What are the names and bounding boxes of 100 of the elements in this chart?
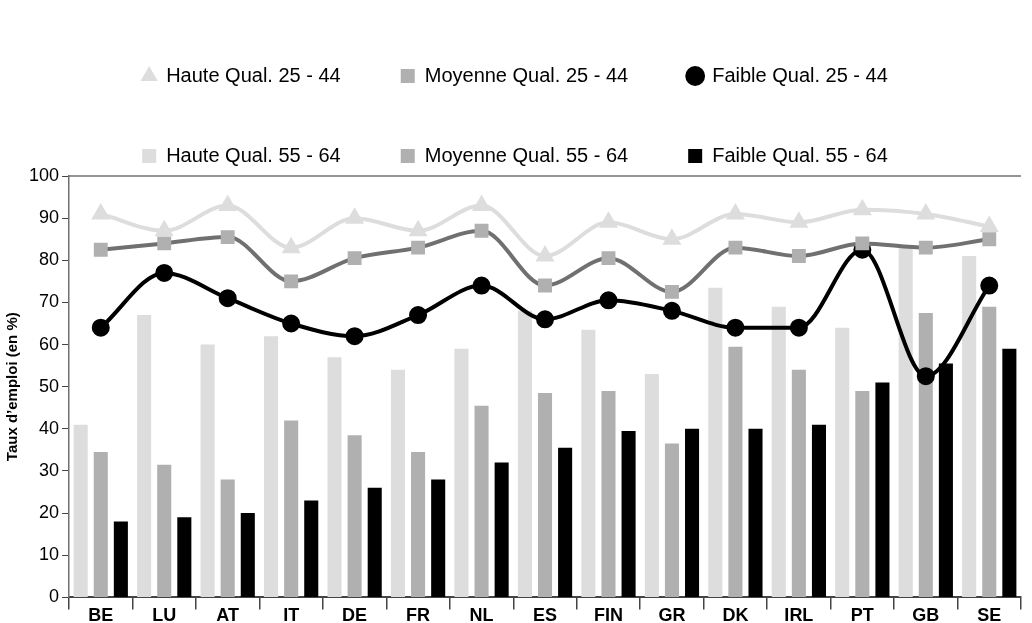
x-tick-label: ES bbox=[533, 605, 558, 623]
point bbox=[218, 289, 237, 308]
bar bbox=[157, 464, 172, 597]
bar bbox=[431, 479, 446, 597]
point bbox=[409, 306, 428, 325]
point bbox=[92, 204, 109, 220]
bar bbox=[73, 424, 88, 597]
bar bbox=[1002, 348, 1017, 597]
point bbox=[789, 318, 808, 337]
bar bbox=[771, 306, 786, 597]
bar bbox=[411, 452, 426, 597]
bar bbox=[601, 390, 616, 597]
bar bbox=[390, 369, 406, 597]
y-tick-label: 20 bbox=[39, 502, 60, 523]
x-tick-label: FIN bbox=[593, 605, 623, 623]
point bbox=[282, 314, 301, 333]
y-tick-label: 70 bbox=[39, 291, 60, 312]
bar bbox=[113, 521, 128, 597]
bar bbox=[558, 447, 573, 597]
bar bbox=[517, 310, 532, 597]
y-tick-label: 50 bbox=[39, 375, 60, 396]
bar bbox=[494, 462, 509, 597]
bar bbox=[367, 487, 382, 597]
bar bbox=[644, 374, 659, 597]
point bbox=[726, 318, 745, 337]
x-tick-label: SE bbox=[977, 605, 1002, 623]
bar bbox=[454, 348, 469, 597]
bar bbox=[264, 336, 279, 597]
bar bbox=[621, 430, 636, 597]
point bbox=[156, 221, 173, 237]
bar bbox=[220, 479, 235, 597]
x-tick-label: NL bbox=[469, 605, 494, 623]
bar bbox=[347, 435, 362, 597]
y-tick-label: 40 bbox=[39, 417, 60, 438]
bar bbox=[748, 428, 763, 597]
bar bbox=[918, 312, 933, 597]
bar bbox=[898, 247, 913, 597]
legend-label: Faible Qual. 25 - 44 bbox=[712, 63, 888, 86]
point bbox=[854, 200, 871, 216]
bar bbox=[137, 315, 152, 597]
point bbox=[917, 204, 934, 220]
point bbox=[473, 196, 490, 211]
bar bbox=[708, 287, 723, 597]
bar bbox=[327, 357, 342, 597]
x-tick-label: IRL bbox=[784, 605, 814, 623]
x-tick-label: AT bbox=[216, 605, 240, 623]
point bbox=[600, 213, 617, 228]
y-tick-label: 10 bbox=[39, 544, 60, 565]
x-tick-label: GR bbox=[658, 605, 686, 623]
bar bbox=[982, 306, 997, 597]
x-tick-label: LU bbox=[152, 605, 177, 623]
point bbox=[727, 204, 744, 220]
point bbox=[599, 291, 618, 310]
legend-label: Faible Qual. 55 - 64 bbox=[712, 143, 888, 166]
bar bbox=[93, 452, 108, 597]
bar bbox=[835, 327, 850, 597]
y-axis-title: Taux d’emploi (en %) bbox=[3, 312, 21, 462]
bar bbox=[728, 346, 743, 597]
y-tick-label: 60 bbox=[39, 333, 60, 354]
point bbox=[410, 221, 427, 237]
bar bbox=[177, 517, 192, 597]
x-tick-label: PT bbox=[850, 605, 874, 623]
legend-label: Haute Qual. 55 - 64 bbox=[166, 143, 341, 166]
point bbox=[790, 213, 807, 228]
bar bbox=[284, 420, 299, 597]
point bbox=[663, 230, 681, 245]
point bbox=[662, 301, 681, 320]
bar bbox=[962, 256, 977, 597]
bar bbox=[685, 428, 700, 597]
point bbox=[981, 217, 998, 233]
bar bbox=[855, 390, 870, 597]
y-tick-label: 90 bbox=[39, 207, 60, 228]
point bbox=[916, 367, 935, 386]
legend-label: Moyenne Qual. 55 - 64 bbox=[424, 143, 629, 166]
x-tick-label: IT bbox=[283, 605, 300, 623]
point bbox=[536, 247, 554, 262]
x-tick-label: GB bbox=[912, 605, 940, 623]
bar bbox=[664, 443, 679, 597]
y-tick-label: 0 bbox=[49, 586, 60, 607]
point bbox=[283, 238, 300, 254]
point bbox=[345, 327, 364, 346]
y-tick-label: 100 bbox=[28, 164, 60, 185]
x-tick-label: DK bbox=[722, 605, 749, 623]
x-tick-label: FR bbox=[406, 605, 431, 623]
point bbox=[472, 276, 491, 295]
bar bbox=[811, 424, 827, 597]
point bbox=[91, 318, 110, 337]
point bbox=[155, 263, 174, 282]
point bbox=[346, 209, 363, 224]
bar bbox=[474, 405, 489, 597]
y-tick-label: 30 bbox=[39, 459, 60, 480]
bar bbox=[304, 500, 319, 597]
x-tick-label: DE bbox=[342, 605, 368, 623]
bar bbox=[791, 369, 806, 597]
legend-label: Moyenne Qual. 25 - 44 bbox=[424, 63, 629, 86]
point bbox=[219, 196, 236, 211]
y-tick-label: 80 bbox=[39, 249, 60, 270]
bar bbox=[581, 329, 596, 597]
bar bbox=[200, 344, 215, 597]
point bbox=[536, 310, 555, 329]
